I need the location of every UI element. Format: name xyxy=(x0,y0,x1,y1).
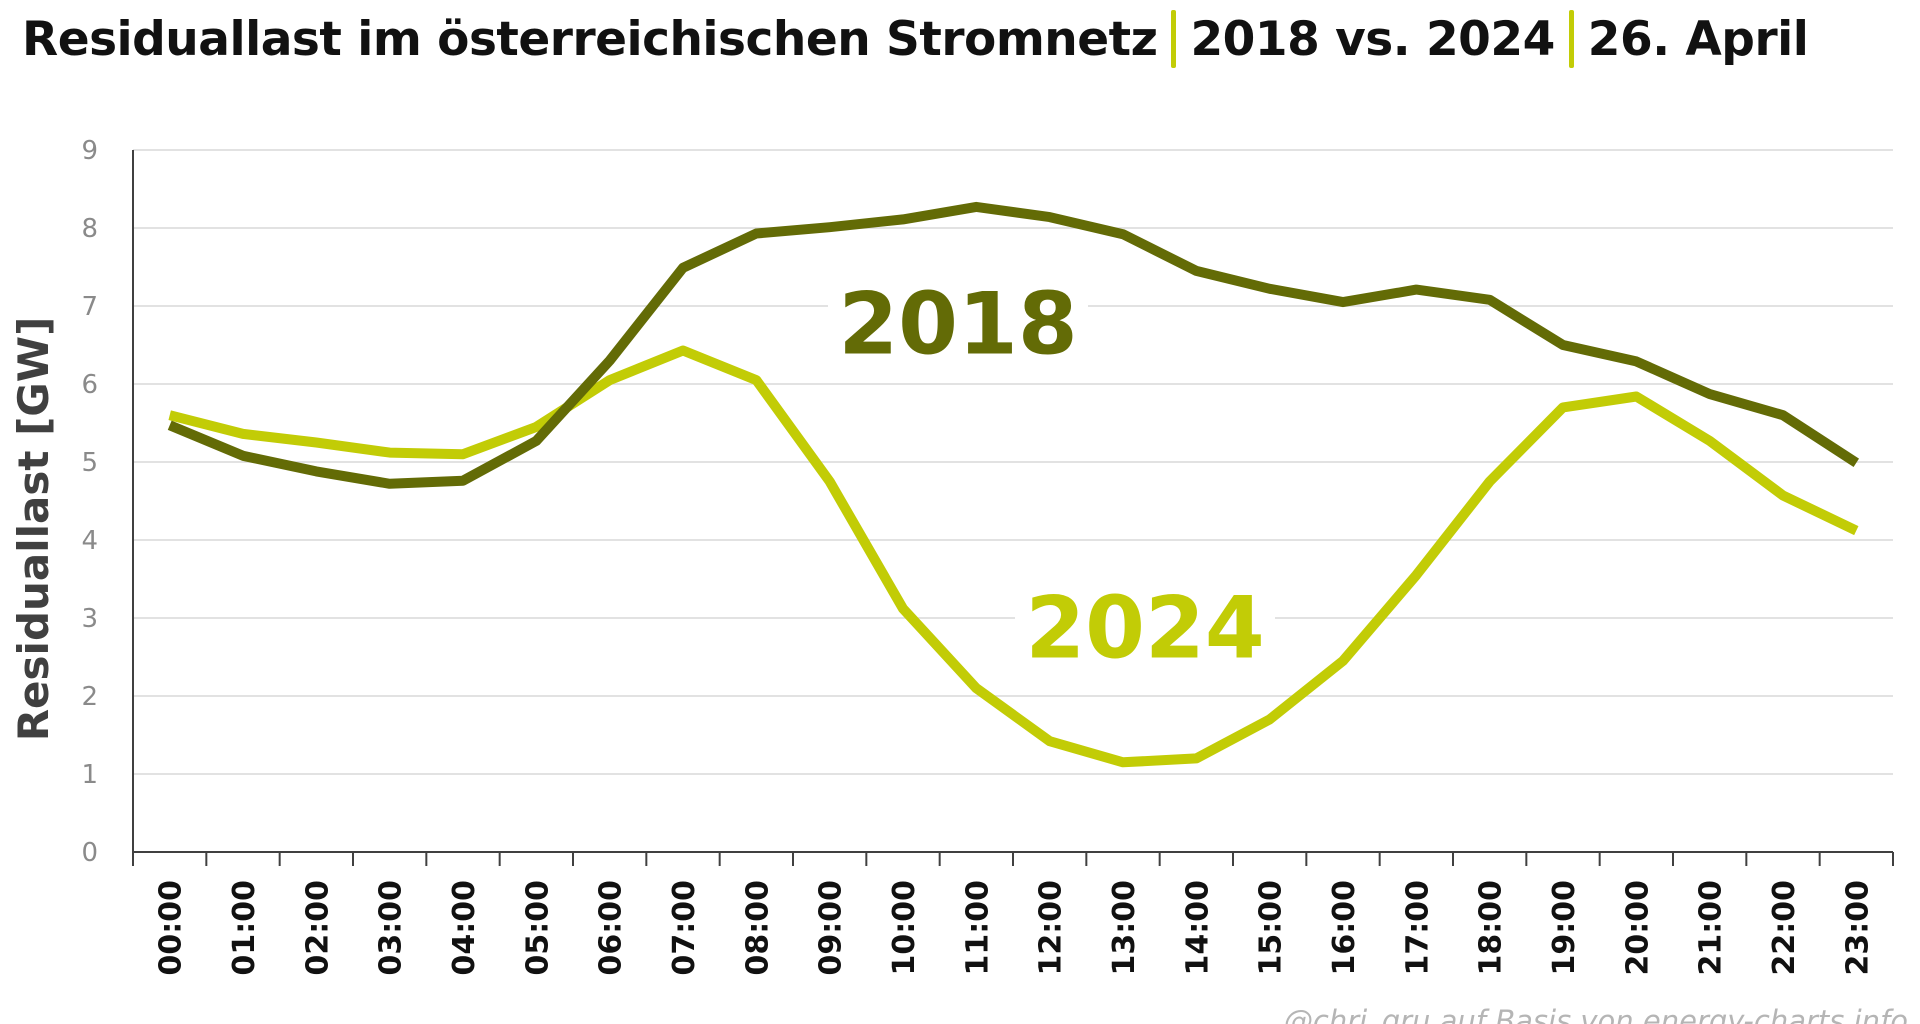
x-tick-label: 19:00 xyxy=(1547,880,1582,976)
y-tick-label: 8 xyxy=(81,214,98,244)
axes xyxy=(132,150,1894,866)
y-tick-label: 2 xyxy=(81,682,98,712)
y-axis-label: Residuallast [GW] xyxy=(9,317,58,742)
x-tick-label: 22:00 xyxy=(1767,880,1802,976)
title-date: 26. April xyxy=(1587,11,1809,67)
x-tick-label: 03:00 xyxy=(374,880,409,976)
x-tick-label: 08:00 xyxy=(740,880,775,976)
chart-title: Residuallast im österreichischen Stromne… xyxy=(22,4,1809,74)
y-tick-label: 1 xyxy=(81,760,98,790)
x-tick-label: 14:00 xyxy=(1180,880,1215,976)
x-tick-label: 04:00 xyxy=(447,880,482,976)
series-label-2018: 2018 xyxy=(838,275,1077,375)
y-tick-label: 3 xyxy=(81,604,98,634)
x-tick-label: 11:00 xyxy=(960,880,995,976)
y-tick-labels: 0 1 2 3 4 5 6 7 8 9 xyxy=(81,136,98,868)
x-tick-label: 15:00 xyxy=(1254,880,1289,976)
series-label-background xyxy=(828,267,1088,374)
title-years: 2018 vs. 2024 xyxy=(1190,11,1555,67)
x-tick-label: 21:00 xyxy=(1694,880,1729,976)
x-tick-label: 01:00 xyxy=(227,880,262,976)
x-tick-label: 18:00 xyxy=(1474,880,1509,976)
series-label-2024: 2024 xyxy=(1025,579,1264,679)
y-tick-label: 4 xyxy=(81,526,98,556)
source-credit: @chri_gru auf Basis von energy-charts.in… xyxy=(1283,1004,1908,1024)
x-tick-label: 07:00 xyxy=(667,880,702,976)
x-tick-label: 06:00 xyxy=(594,880,629,976)
title-separator xyxy=(1171,10,1177,68)
title-main: Residuallast im österreichischen Stromne… xyxy=(22,11,1158,67)
x-tick-label: 09:00 xyxy=(814,880,849,976)
series-labels: 2018 2024 xyxy=(828,267,1275,679)
gridlines xyxy=(133,149,1893,775)
x-tick-label: 13:00 xyxy=(1107,880,1142,976)
series-line-2018 xyxy=(167,201,1860,489)
y-tick-label: 9 xyxy=(81,136,98,166)
y-tick-label: 5 xyxy=(81,448,98,478)
y-tick-label: 6 xyxy=(81,370,98,400)
x-tick-label: 05:00 xyxy=(520,880,555,976)
x-tick-label: 10:00 xyxy=(887,880,922,976)
y-tick-label: 7 xyxy=(81,292,98,322)
data-series xyxy=(167,201,1860,768)
series-label-background xyxy=(1015,571,1275,678)
x-tick-label: 02:00 xyxy=(300,880,335,976)
x-tick-label: 20:00 xyxy=(1620,880,1655,976)
x-tick-labels: 00:00 01:00 02:00 03:00 04:00 05:00 06:00 07:00… xyxy=(154,880,1876,976)
title-separator xyxy=(1568,10,1574,68)
x-tick-label: 00:00 xyxy=(154,880,189,976)
x-tick-label: 16:00 xyxy=(1327,880,1362,976)
y-tick-label: 0 xyxy=(81,838,98,868)
series-line-2024 xyxy=(168,345,1859,768)
x-tick-label: 12:00 xyxy=(1034,880,1069,976)
x-tick-label: 17:00 xyxy=(1400,880,1435,976)
x-tick-label: 23:00 xyxy=(1840,880,1875,976)
